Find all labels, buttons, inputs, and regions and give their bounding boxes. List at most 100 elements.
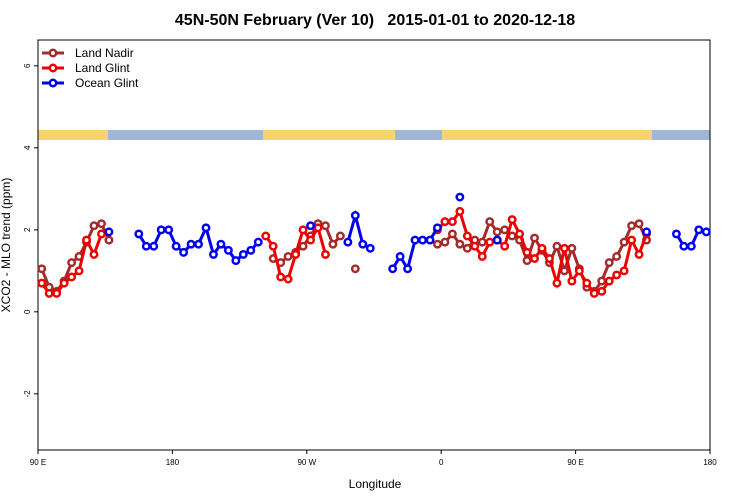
data-point bbox=[306, 221, 315, 231]
data-point bbox=[216, 239, 226, 249]
data-point bbox=[477, 237, 487, 247]
data-point bbox=[37, 264, 47, 274]
data-point bbox=[545, 254, 554, 263]
data-point bbox=[246, 245, 256, 255]
data-point bbox=[67, 258, 77, 268]
data-point bbox=[97, 219, 106, 229]
plot-frame bbox=[37, 39, 711, 451]
data-point bbox=[686, 241, 696, 251]
data-point bbox=[418, 235, 427, 245]
y-axis-label: XCO2 - MLO trend (ppm) bbox=[0, 178, 13, 313]
data-point bbox=[447, 229, 457, 239]
data-point bbox=[291, 249, 301, 259]
data-point bbox=[447, 217, 457, 227]
y-tick-label: 4 bbox=[23, 145, 32, 150]
data-point bbox=[425, 235, 435, 245]
data-point bbox=[268, 241, 278, 251]
data-point bbox=[492, 227, 502, 237]
data-point bbox=[37, 278, 47, 288]
data-point bbox=[321, 249, 330, 259]
legend-label: Land Nadir bbox=[75, 46, 134, 60]
data-point bbox=[485, 217, 495, 227]
legend-label: Land Glint bbox=[75, 61, 130, 75]
chart-title: 45N-50N February (Ver 10) 2015-01-01 to … bbox=[175, 12, 575, 29]
x-tick-label: 0 bbox=[439, 458, 444, 467]
data-point bbox=[321, 221, 330, 231]
y-tick-label: 2 bbox=[23, 227, 32, 232]
data-point bbox=[67, 272, 77, 282]
data-point bbox=[589, 288, 599, 298]
data-point bbox=[328, 239, 338, 249]
data-point bbox=[619, 237, 629, 247]
y-tick-label: 0 bbox=[23, 309, 32, 314]
data-point bbox=[559, 266, 569, 276]
data-point bbox=[627, 235, 637, 245]
data-point bbox=[149, 241, 159, 251]
x-axis-label: Longitude bbox=[349, 477, 402, 491]
data-point bbox=[261, 231, 271, 241]
data-point bbox=[567, 243, 577, 253]
data-point bbox=[395, 252, 405, 261]
data-point bbox=[74, 266, 84, 276]
data-point bbox=[634, 249, 644, 259]
data-point bbox=[283, 252, 293, 261]
legend-label: Ocean Glint bbox=[75, 76, 139, 90]
data-point bbox=[492, 235, 502, 245]
data-point bbox=[358, 239, 368, 249]
data-point bbox=[701, 227, 711, 237]
data-point bbox=[171, 241, 181, 251]
data-point bbox=[433, 239, 442, 249]
data-point bbox=[462, 243, 472, 253]
data-point bbox=[283, 274, 293, 284]
data-point bbox=[522, 247, 532, 257]
data-point bbox=[298, 241, 308, 251]
data-point bbox=[597, 286, 607, 296]
data-point bbox=[507, 231, 517, 241]
data-point bbox=[440, 217, 450, 227]
data-point bbox=[642, 227, 651, 237]
data-point bbox=[604, 276, 614, 286]
map-strip bbox=[38, 130, 710, 140]
data-point bbox=[104, 235, 114, 245]
data-point bbox=[89, 249, 99, 259]
data-point bbox=[530, 254, 539, 263]
x-tick-label: 90 W bbox=[297, 458, 316, 467]
y-tick-label: -2 bbox=[23, 390, 32, 398]
data-point bbox=[552, 241, 562, 251]
data-point bbox=[89, 221, 99, 231]
data-point bbox=[52, 288, 62, 298]
data-point bbox=[485, 237, 495, 247]
data-point bbox=[44, 288, 54, 298]
data-point bbox=[298, 225, 308, 235]
data-point bbox=[134, 229, 144, 239]
data-point bbox=[403, 264, 413, 274]
data-point bbox=[612, 252, 622, 261]
data-point bbox=[619, 266, 629, 276]
data-point bbox=[164, 225, 174, 235]
data-point bbox=[209, 249, 218, 259]
legend-marker bbox=[48, 78, 58, 88]
x-tick-label: 180 bbox=[703, 458, 717, 467]
data-point bbox=[223, 245, 233, 255]
data-point bbox=[313, 223, 323, 233]
data-point bbox=[276, 272, 286, 282]
data-point bbox=[365, 243, 375, 253]
data-point bbox=[388, 264, 398, 274]
data-point bbox=[574, 266, 584, 276]
legend-marker bbox=[48, 63, 58, 73]
data-point bbox=[156, 225, 166, 235]
data-point bbox=[612, 270, 622, 280]
data-point bbox=[694, 225, 704, 235]
x-tick-label: 180 bbox=[166, 458, 180, 467]
data-point bbox=[567, 276, 577, 286]
data-point bbox=[440, 237, 450, 247]
data-point bbox=[455, 206, 465, 216]
data-point bbox=[500, 241, 510, 251]
data-point bbox=[306, 235, 315, 245]
data-point bbox=[559, 243, 569, 253]
data-point bbox=[462, 231, 472, 241]
data-point bbox=[343, 237, 353, 247]
data-point bbox=[201, 223, 211, 233]
y-tick-label: 6 bbox=[23, 63, 32, 68]
